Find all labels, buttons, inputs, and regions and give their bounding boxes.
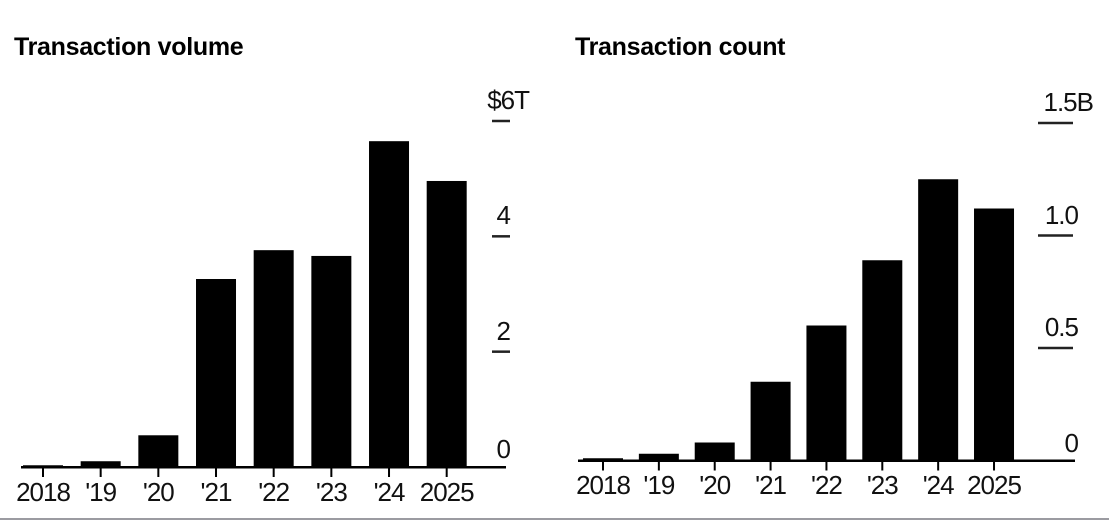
x-tick-label-22: '22 xyxy=(810,470,843,500)
x-tick-label-2025: 2025 xyxy=(419,477,475,507)
y-tick-label-4: 4 xyxy=(496,200,512,231)
bar-19 xyxy=(638,453,679,461)
bar-24 xyxy=(369,141,410,467)
x-tick-label-19: '19 xyxy=(643,470,675,500)
x-tick-label-20: '20 xyxy=(699,470,731,500)
x-tick-23 xyxy=(330,468,333,477)
bar-2018 xyxy=(583,458,623,461)
y-tick-label-1.5B: 1.5B xyxy=(1043,87,1094,117)
bar-2025 xyxy=(426,180,467,467)
bar-2025 xyxy=(974,208,1015,461)
bar-21 xyxy=(750,381,791,461)
x-tick-label-24: '24 xyxy=(922,470,955,500)
x-tick-label-21: '21 xyxy=(755,470,787,500)
bar-23 xyxy=(862,260,903,461)
y-tick-dash-0.5 xyxy=(1038,346,1073,350)
x-tick-21 xyxy=(769,461,772,471)
y-tick-label-0: 0 xyxy=(496,434,512,464)
bar-20 xyxy=(694,442,735,461)
y-tick-dash-1 xyxy=(1038,234,1073,237)
bar-19 xyxy=(80,461,121,467)
x-tick-19 xyxy=(99,468,102,477)
x-tick-22 xyxy=(272,468,275,477)
x-tick-label-2025: 2025 xyxy=(967,470,1022,500)
y-tick-label-1.0: 1.0 xyxy=(1044,199,1079,230)
x-tick-24 xyxy=(388,468,391,477)
y-tick-dash-6 xyxy=(492,119,510,123)
x-tick-label-19: '19 xyxy=(85,477,117,507)
y-tick-label-0: 0 xyxy=(1064,427,1080,458)
x-tick-label-21: '21 xyxy=(200,477,233,507)
x-tick-20 xyxy=(157,468,160,477)
y-tick-label-0.5: 0.5 xyxy=(1044,312,1079,342)
y-tick-dash-1.5 xyxy=(1038,121,1073,125)
x-tick-2025 xyxy=(993,461,996,471)
chart-title-transaction-count: Transaction count xyxy=(575,33,786,61)
x-tick-label-22: '22 xyxy=(258,477,290,507)
y-tick-dash-4 xyxy=(492,235,510,238)
x-tick-label-23: '23 xyxy=(866,470,899,500)
x-tick-2018 xyxy=(42,468,44,477)
x-tick-2025 xyxy=(445,468,448,477)
y-tick-label-6T: $6T xyxy=(487,85,530,115)
bar-23 xyxy=(311,255,352,467)
y-tick-label-2: 2 xyxy=(496,315,512,346)
x-tick-19 xyxy=(657,461,660,471)
x-tick-label-2018: 2018 xyxy=(576,470,631,500)
bar-22 xyxy=(253,250,294,467)
x-tick-2018 xyxy=(602,461,604,471)
x-tick-20 xyxy=(713,461,716,471)
bar-24 xyxy=(918,179,959,461)
chart-title-transaction-volume: Transaction volume xyxy=(14,33,244,61)
x-tick-23 xyxy=(881,461,884,471)
x-tick-label-2018: 2018 xyxy=(16,477,71,507)
y-tick-dash-2 xyxy=(492,350,510,353)
bar-2018 xyxy=(23,465,63,467)
bottom-divider-rule xyxy=(0,518,1109,520)
bar-20 xyxy=(138,435,179,467)
x-tick-24 xyxy=(937,461,940,471)
bar-21 xyxy=(196,279,237,467)
x-tick-label-20: '20 xyxy=(142,477,175,507)
bar-22 xyxy=(806,325,847,461)
x-axis-line xyxy=(578,459,1075,462)
x-tick-22 xyxy=(825,461,828,471)
x-tick-21 xyxy=(215,468,218,477)
x-tick-label-23: '23 xyxy=(315,477,348,507)
x-axis-line xyxy=(21,466,506,469)
x-tick-label-24: '24 xyxy=(373,477,406,507)
